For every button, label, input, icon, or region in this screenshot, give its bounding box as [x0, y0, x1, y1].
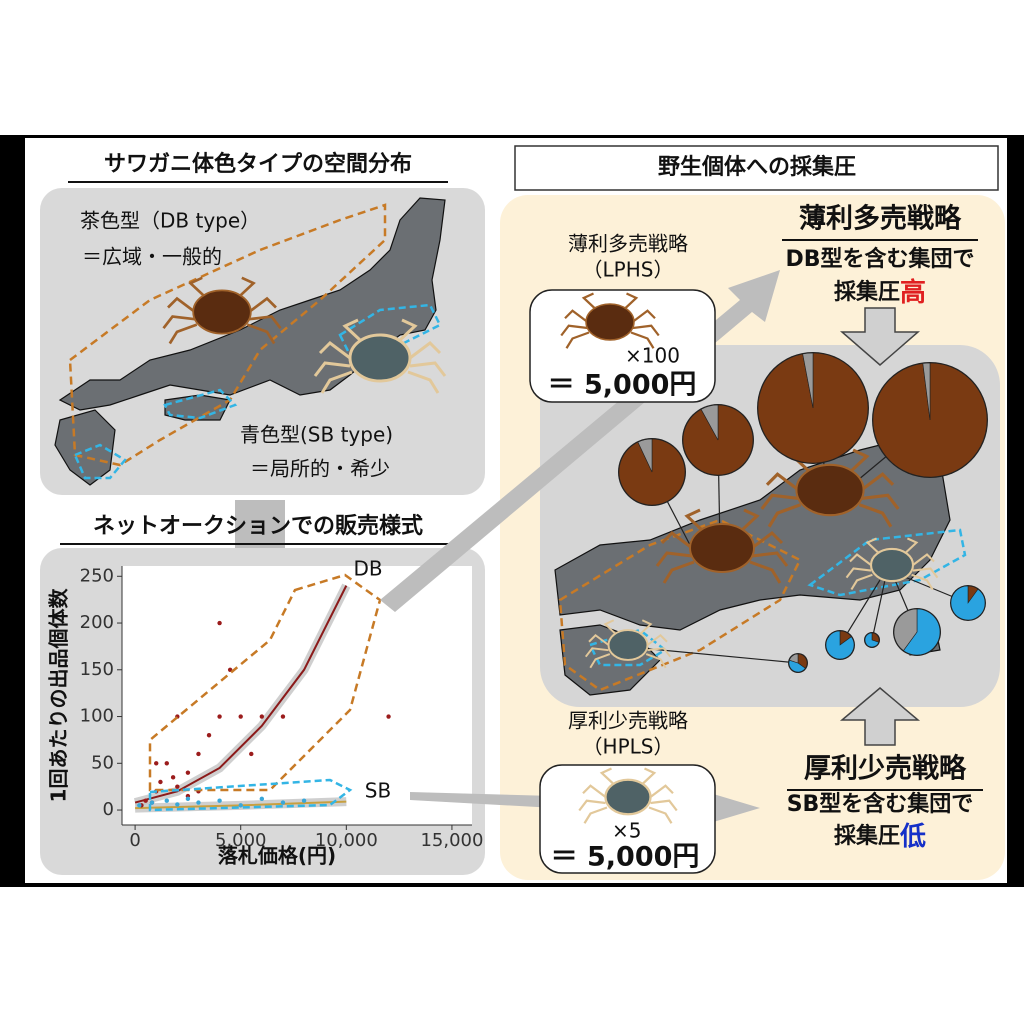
y-tick-label: 200: [80, 612, 114, 633]
lphs-head: 薄利多売戦略: [799, 203, 962, 235]
lphs-line1: DB型を含む集団で: [785, 246, 974, 272]
arrow-up: [839, 687, 921, 746]
lphs-abbr: （LPHS）: [583, 258, 674, 282]
x-axis-label: 落札価格(円): [218, 844, 336, 868]
y-tick-label: 50: [91, 752, 114, 773]
point: [238, 803, 243, 808]
point: [175, 784, 180, 789]
panel-title: 野生個体への採集圧: [658, 154, 856, 180]
hpls-name: 厚利少売戦略: [568, 709, 688, 733]
point: [238, 714, 243, 719]
lphs-count: ×100: [625, 344, 680, 368]
db-label: 茶色型（DB type）: [80, 209, 260, 233]
sb-outline: [148, 778, 353, 812]
point: [386, 714, 391, 719]
trend-line: [134, 585, 348, 804]
level-low: 低: [899, 822, 926, 852]
scatter-chart: 0 50 100 150 200 250 0 5,000 10,000 15,000 落札価格(円)…: [47, 565, 484, 867]
y-tick-label: 250: [80, 565, 114, 586]
pie-slice: [802, 352, 814, 409]
point: [143, 798, 148, 803]
panel-title: サワガニ体色タイプの空間分布: [104, 151, 412, 177]
arrow-down: [839, 307, 921, 366]
pie-slice: [825, 630, 855, 660]
panel-title: ネットオークションでの販売様式: [93, 513, 423, 539]
db-outline: [148, 573, 382, 792]
japan-map: [54, 197, 447, 486]
point: [164, 761, 169, 766]
point: [149, 800, 155, 805]
point: [175, 802, 180, 807]
y-axis-label: 1回あたりの出品個体数: [47, 588, 71, 803]
pie-slice: [950, 585, 986, 621]
point: [217, 620, 222, 626]
db-desc: ＝広域・一般的: [82, 245, 222, 269]
point: [154, 761, 159, 766]
x-tick-label: 0: [129, 830, 140, 851]
point: [185, 770, 191, 775]
point: [259, 796, 265, 802]
pie-group: [618, 352, 988, 673]
lphs-line2: 採集圧高: [834, 277, 926, 308]
label: 採集圧: [834, 823, 900, 849]
x-tick-label: 15,000: [420, 830, 483, 851]
point: [185, 796, 191, 802]
x-tick-label: 5,000: [215, 830, 267, 851]
y-tick-label: 0: [103, 799, 114, 820]
hpls-line1: SB型を含む集団で: [787, 791, 974, 817]
pie-slice: [789, 653, 799, 664]
pie-slice: [788, 659, 806, 673]
db-tag: DB: [353, 557, 382, 581]
sb-desc: ＝局所的・希少: [250, 457, 390, 481]
point: [196, 800, 201, 805]
lphs-name: 薄利多売戦略: [568, 232, 688, 256]
sb-tag: SB: [365, 779, 391, 803]
pie-slice: [700, 404, 719, 441]
point: [249, 751, 254, 757]
point: [280, 800, 286, 805]
label: 採集圧: [834, 279, 900, 305]
point: [196, 751, 201, 757]
pie-slice: [864, 632, 880, 648]
x-tick-label: 10,000: [315, 830, 378, 851]
lphs-box: [529, 289, 716, 403]
pie-slice: [893, 608, 918, 652]
hpls-abbr: （HPLS）: [583, 735, 674, 759]
plot-area: [122, 566, 472, 825]
point: [170, 775, 176, 780]
title-box: [514, 145, 999, 191]
y-tick-label: 100: [80, 706, 114, 727]
y-tick-label: 150: [80, 659, 114, 680]
point: [217, 798, 222, 803]
hpls-line2: 採集圧低: [834, 822, 926, 852]
hpls-count: ×5: [612, 819, 641, 843]
pie-slice: [637, 438, 653, 473]
sb-label: 青色型(SB type): [240, 423, 393, 447]
point: [217, 714, 222, 719]
point: [301, 798, 307, 803]
point: [137, 803, 142, 808]
hpls-head: 厚利少売戦略: [804, 753, 967, 785]
point: [280, 714, 286, 719]
point: [158, 779, 163, 785]
hpls-price: ＝ 5,000円: [551, 842, 700, 873]
point: [206, 733, 212, 738]
pie-slice: [903, 608, 941, 656]
lphs-price: ＝ 5,000円: [548, 370, 697, 401]
point: [259, 714, 265, 719]
level-high: 高: [900, 277, 926, 308]
point: [164, 798, 169, 803]
pie-slice: [922, 362, 931, 421]
